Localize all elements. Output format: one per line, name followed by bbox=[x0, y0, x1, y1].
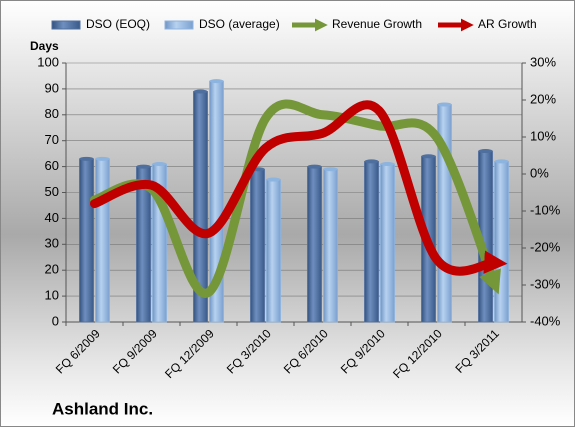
legend-swatch bbox=[164, 20, 194, 30]
y2-tick-label: 10% bbox=[530, 128, 556, 143]
y-tick-label: 100 bbox=[37, 54, 59, 69]
bar bbox=[266, 179, 281, 323]
bar-cap bbox=[152, 162, 167, 167]
bar-cap bbox=[494, 159, 509, 164]
bar bbox=[307, 166, 322, 323]
bar-cap bbox=[478, 149, 493, 154]
y2-tick-label: 20% bbox=[530, 91, 556, 106]
y2-tick-label: 0% bbox=[530, 165, 549, 180]
y2-tick-label: 30% bbox=[530, 54, 556, 69]
legend-label: AR Growth bbox=[478, 17, 537, 31]
legend-label: DSO (average) bbox=[199, 17, 280, 31]
y-tick-label: 40 bbox=[45, 210, 59, 225]
bar bbox=[95, 158, 110, 323]
y-axis-title: Days bbox=[30, 39, 59, 53]
bar bbox=[364, 161, 379, 323]
y-tick-label: 90 bbox=[45, 80, 59, 95]
bar-cap bbox=[95, 156, 110, 161]
y2-tick-label: -40% bbox=[530, 313, 561, 328]
bar bbox=[323, 168, 338, 323]
bar-cap bbox=[323, 167, 338, 172]
bar-cap bbox=[421, 154, 436, 159]
legend-label: Revenue Growth bbox=[332, 17, 422, 31]
chart-title: Ashland Inc. bbox=[52, 399, 153, 418]
bar-cap bbox=[79, 156, 94, 161]
legend-swatch bbox=[51, 20, 81, 30]
y-tick-label: 0 bbox=[52, 313, 59, 328]
line bbox=[90, 99, 501, 298]
bar-cap bbox=[307, 164, 322, 169]
bar bbox=[79, 158, 94, 323]
bar-cap bbox=[364, 159, 379, 164]
bar bbox=[494, 161, 509, 323]
bar-cap bbox=[266, 177, 281, 182]
y-tick-label: 80 bbox=[45, 106, 59, 121]
y-tick-label: 50 bbox=[45, 184, 59, 199]
bar-cap bbox=[209, 79, 224, 84]
y-tick-label: 30 bbox=[45, 236, 59, 251]
y-tick-label: 70 bbox=[45, 132, 59, 147]
y2-tick-label: -20% bbox=[530, 239, 561, 254]
y2-tick-label: -30% bbox=[530, 276, 561, 291]
bar bbox=[380, 163, 395, 323]
bar-cap bbox=[380, 162, 395, 167]
bar-cap bbox=[193, 89, 208, 94]
bar-cap bbox=[437, 102, 452, 107]
y2-tick-label: -10% bbox=[530, 202, 561, 217]
bar bbox=[250, 168, 265, 323]
y-tick-label: 10 bbox=[45, 288, 59, 303]
legend-label: DSO (EOQ) bbox=[86, 17, 150, 31]
line bbox=[90, 100, 508, 276]
y-tick-label: 60 bbox=[45, 158, 59, 173]
y-tick-label: 20 bbox=[45, 262, 59, 277]
bar-cap bbox=[136, 164, 151, 169]
